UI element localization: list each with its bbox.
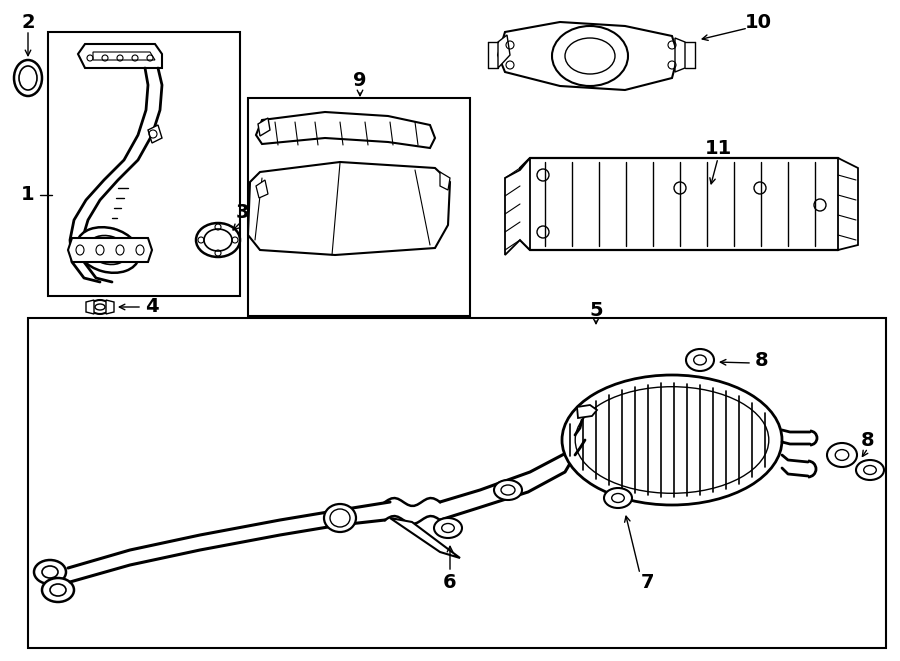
- Polygon shape: [78, 44, 162, 68]
- Text: 2: 2: [22, 13, 35, 32]
- Bar: [28, 318, 886, 648]
- Ellipse shape: [604, 488, 632, 508]
- Text: 7: 7: [641, 572, 655, 592]
- Polygon shape: [390, 518, 460, 558]
- Polygon shape: [68, 238, 152, 262]
- Polygon shape: [498, 35, 510, 68]
- Bar: [48, 32, 240, 296]
- Polygon shape: [148, 125, 162, 143]
- Ellipse shape: [827, 443, 857, 467]
- Polygon shape: [86, 300, 94, 314]
- Ellipse shape: [42, 578, 74, 602]
- Ellipse shape: [856, 460, 884, 480]
- Polygon shape: [258, 118, 270, 136]
- Ellipse shape: [90, 300, 110, 314]
- Ellipse shape: [34, 560, 66, 584]
- Text: 5: 5: [590, 301, 603, 319]
- Ellipse shape: [552, 26, 628, 86]
- Ellipse shape: [14, 60, 42, 96]
- Text: 9: 9: [353, 71, 367, 89]
- Text: 3: 3: [235, 204, 248, 223]
- Polygon shape: [577, 405, 597, 418]
- Ellipse shape: [324, 504, 356, 532]
- Polygon shape: [256, 112, 435, 148]
- Polygon shape: [256, 180, 268, 198]
- Ellipse shape: [434, 518, 462, 538]
- Polygon shape: [106, 300, 114, 314]
- Ellipse shape: [494, 480, 522, 500]
- Polygon shape: [440, 172, 450, 190]
- Polygon shape: [675, 38, 685, 72]
- Ellipse shape: [196, 223, 240, 257]
- Polygon shape: [838, 158, 858, 250]
- Polygon shape: [520, 158, 848, 250]
- Polygon shape: [505, 158, 530, 255]
- Bar: [248, 98, 470, 316]
- Text: 8: 8: [861, 430, 875, 449]
- Text: 8: 8: [755, 350, 769, 369]
- Text: 10: 10: [744, 13, 771, 32]
- Polygon shape: [248, 162, 450, 255]
- Ellipse shape: [562, 375, 782, 505]
- Text: 1: 1: [22, 186, 35, 204]
- Polygon shape: [498, 22, 678, 90]
- Text: 6: 6: [443, 572, 457, 592]
- Ellipse shape: [76, 227, 140, 273]
- Text: 11: 11: [705, 139, 732, 157]
- Ellipse shape: [686, 349, 714, 371]
- Text: 4: 4: [145, 297, 158, 317]
